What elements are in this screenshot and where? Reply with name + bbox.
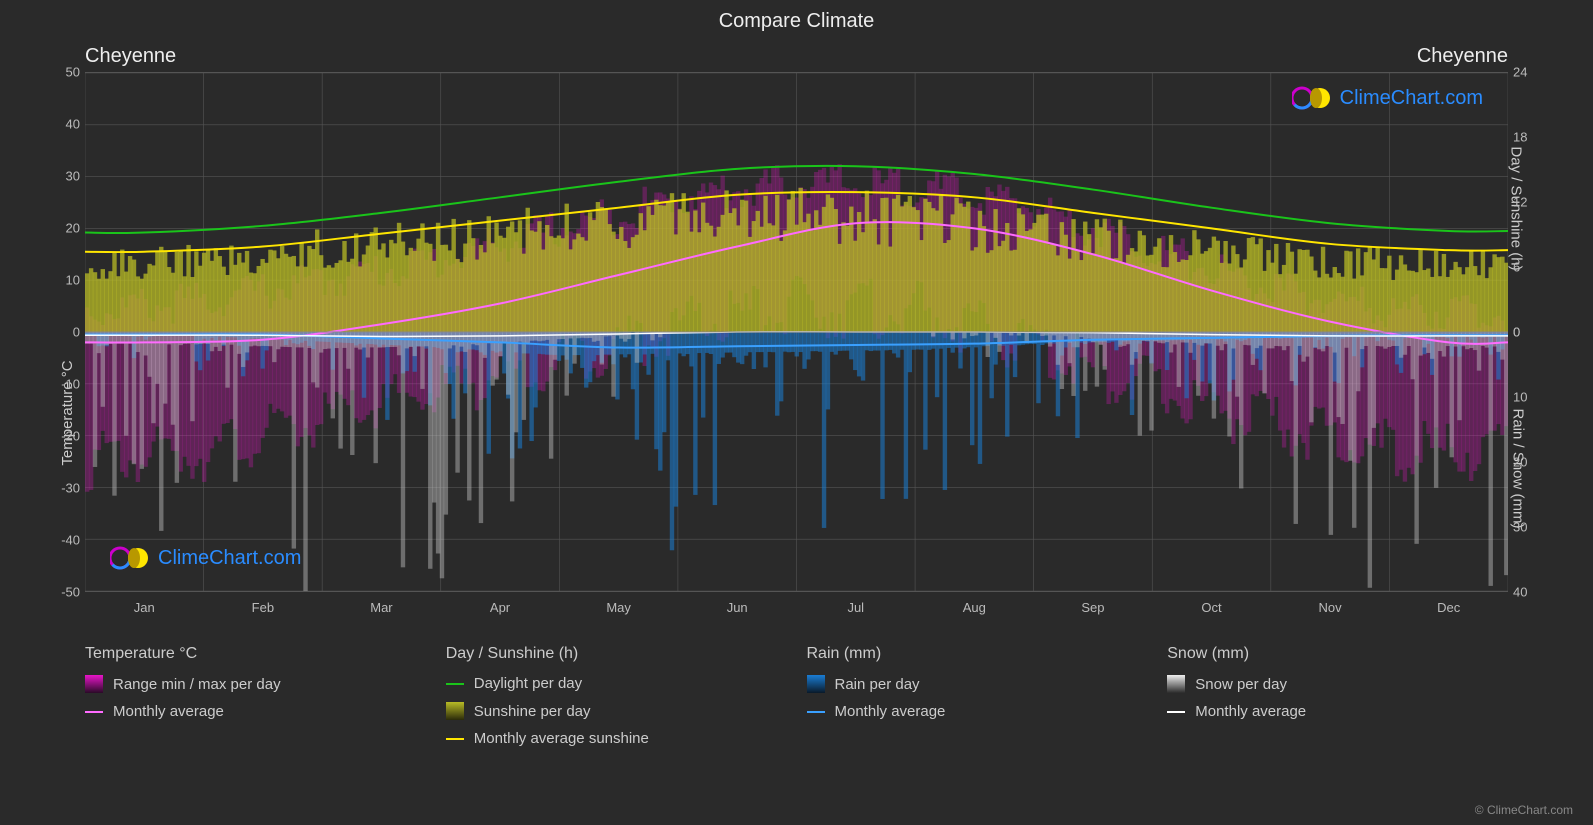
legend-item: Range min / max per day — [85, 675, 426, 693]
x-label: Sep — [1034, 600, 1153, 620]
legend-swatch — [446, 702, 464, 720]
legend-item: Monthly average sunshine — [446, 730, 787, 747]
y-tick-left: -30 — [48, 481, 80, 496]
x-label: Nov — [1271, 600, 1390, 620]
x-label: Jan — [85, 600, 204, 620]
x-label: Dec — [1389, 600, 1508, 620]
y-tick-left: 50 — [48, 65, 80, 80]
y-tick-right-bottom: 30 — [1513, 520, 1545, 535]
legend-item: Monthly average — [85, 703, 426, 720]
legend-swatch — [807, 675, 825, 693]
city-label-right: Cheyenne — [1417, 45, 1508, 68]
legend-swatch — [1167, 711, 1185, 713]
y-tick-right-bottom: 20 — [1513, 455, 1545, 470]
legend-title: Day / Sunshine (h) — [446, 645, 787, 663]
legend-item: Rain per day — [807, 675, 1148, 693]
chart-title: Compare Climate — [0, 0, 1593, 33]
y-tick-left: -50 — [48, 585, 80, 600]
legend-label: Daylight per day — [474, 675, 582, 692]
x-axis-labels: JanFebMarAprMayJunJulAugSepOctNovDec — [85, 600, 1508, 620]
legend-item: Snow per day — [1167, 675, 1508, 693]
y-tick-left: 40 — [48, 117, 80, 132]
x-label: Feb — [204, 600, 323, 620]
y-tick-left: 30 — [48, 169, 80, 184]
x-label: Mar — [322, 600, 441, 620]
legend-label: Rain per day — [835, 676, 920, 693]
watermark-text: ClimeChart.com — [158, 547, 301, 570]
plot-area — [85, 72, 1508, 592]
legend-swatch — [85, 711, 103, 713]
city-label-left: Cheyenne — [85, 45, 176, 68]
legend-label: Range min / max per day — [113, 676, 281, 693]
y-tick-right-top: 18 — [1513, 130, 1545, 145]
legend: Temperature °C Range min / max per day Mo… — [85, 645, 1508, 757]
legend-item: Daylight per day — [446, 675, 787, 692]
watermark-top-right: ClimeChart.com — [1292, 85, 1483, 111]
y-tick-left: 0 — [48, 325, 80, 340]
legend-item: Monthly average — [807, 703, 1148, 720]
legend-title: Snow (mm) — [1167, 645, 1508, 663]
legend-snow: Snow (mm) Snow per day Monthly average — [1167, 645, 1508, 757]
climate-chart: Compare Climate Cheyenne Cheyenne Temper… — [0, 0, 1593, 825]
y-axis-right-top-ticks: 24181260 — [1513, 72, 1545, 332]
legend-swatch — [85, 675, 103, 693]
watermark-text: ClimeChart.com — [1340, 87, 1483, 110]
y-tick-right-top: 12 — [1513, 195, 1545, 210]
legend-label: Monthly average — [1195, 703, 1306, 720]
copyright: © ClimeChart.com — [1475, 803, 1573, 817]
legend-label: Monthly average — [835, 703, 946, 720]
legend-swatch — [807, 711, 825, 713]
legend-label: Monthly average — [113, 703, 224, 720]
legend-label: Sunshine per day — [474, 703, 591, 720]
legend-swatch — [1167, 675, 1185, 693]
y-tick-left: -20 — [48, 429, 80, 444]
y-tick-left: -40 — [48, 533, 80, 548]
x-label: Jul — [796, 600, 915, 620]
x-label: Oct — [1152, 600, 1271, 620]
logo-icon — [110, 545, 150, 571]
chart-svg — [85, 73, 1508, 591]
y-axis-left-ticks: 50403020100-10-20-30-40-50 — [48, 72, 80, 592]
legend-rain: Rain (mm) Rain per day Monthly average — [807, 645, 1148, 757]
legend-label: Monthly average sunshine — [474, 730, 649, 747]
x-label: Aug — [915, 600, 1034, 620]
y-tick-left: -10 — [48, 377, 80, 392]
legend-title: Temperature °C — [85, 645, 426, 663]
legend-daysun: Day / Sunshine (h) Daylight per day Sunsh… — [446, 645, 787, 757]
legend-title: Rain (mm) — [807, 645, 1148, 663]
y-tick-right-bottom: 40 — [1513, 585, 1545, 600]
logo-icon — [1292, 85, 1332, 111]
y-tick-right-bottom: 0 — [1513, 325, 1545, 340]
legend-swatch — [446, 738, 464, 740]
y-axis-right-bottom-ticks: 010203040 — [1513, 332, 1545, 592]
legend-item: Monthly average — [1167, 703, 1508, 720]
legend-swatch — [446, 683, 464, 685]
y-tick-right-bottom: 10 — [1513, 390, 1545, 405]
y-tick-right-top: 6 — [1513, 260, 1545, 275]
y-tick-right-top: 24 — [1513, 65, 1545, 80]
y-tick-left: 10 — [48, 273, 80, 288]
legend-item: Sunshine per day — [446, 702, 787, 720]
x-label: May — [559, 600, 678, 620]
legend-label: Snow per day — [1195, 676, 1287, 693]
x-label: Jun — [678, 600, 797, 620]
x-label: Apr — [441, 600, 560, 620]
watermark-bottom-left: ClimeChart.com — [110, 545, 301, 571]
legend-temperature: Temperature °C Range min / max per day Mo… — [85, 645, 426, 757]
y-tick-left: 20 — [48, 221, 80, 236]
